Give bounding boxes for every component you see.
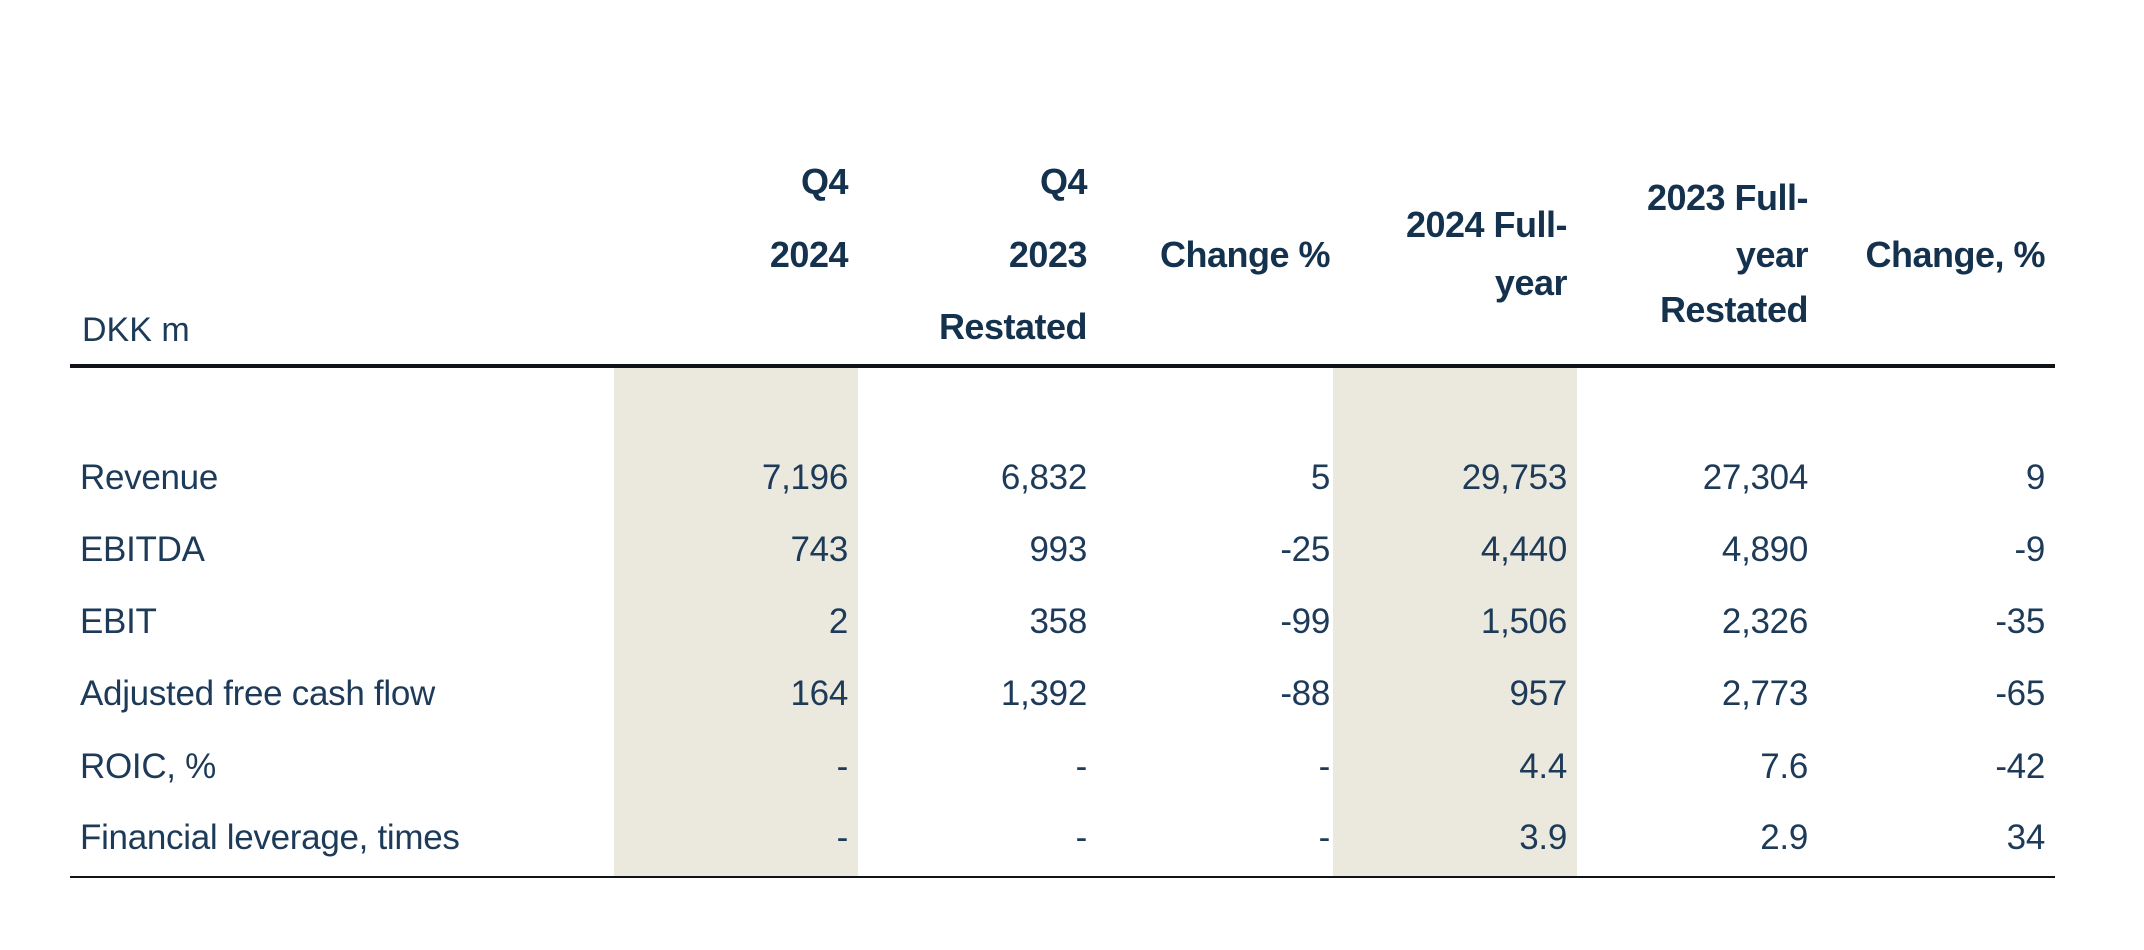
cell-value: 4.4 — [1519, 747, 1567, 786]
header-q4-2024-line1: Q4 — [800, 161, 849, 202]
cell-value: - — [1075, 747, 1088, 786]
highlight-stripe-full-year-2024 — [1333, 368, 1577, 876]
header-change-pct-quarter: Change % — [1159, 234, 1331, 275]
unit-label: DKK m — [82, 311, 190, 349]
header-fy-2023-line3: Restated — [1659, 289, 1809, 330]
row-label: Financial leverage, times — [80, 818, 460, 857]
cell-value: 2,773 — [1721, 674, 1808, 713]
cell-value: 34 — [2006, 818, 2046, 857]
cell-value: - — [836, 747, 849, 786]
cell-value: - — [1318, 747, 1331, 786]
cell-value: 4,890 — [1721, 530, 1808, 569]
cell-value: 27,304 — [1702, 458, 1809, 497]
cell-value: -65 — [1995, 674, 2045, 713]
bottom-rule — [70, 876, 2055, 878]
row-label: Revenue — [80, 458, 219, 497]
cell-value: -9 — [2014, 530, 2045, 569]
cell-value: -35 — [1995, 602, 2045, 641]
cell-value: 957 — [1509, 674, 1568, 713]
row-label: ROIC, % — [80, 747, 216, 786]
header-change-pct-full-year: Change, % — [1865, 234, 2045, 275]
cell-value: -25 — [1280, 530, 1330, 569]
cell-value: 29,753 — [1461, 458, 1568, 497]
cell-value: 1,392 — [1000, 674, 1087, 713]
cell-value: 5 — [1310, 458, 1330, 497]
header-q4-2023-line3: Restated — [938, 306, 1088, 347]
header-fy-2023-line1: 2023 Full- — [1646, 177, 1809, 218]
cell-value: 993 — [1029, 530, 1088, 569]
cell-value: -99 — [1280, 602, 1330, 641]
cell-value: 2 — [828, 602, 848, 641]
cell-value: - — [1318, 818, 1331, 857]
cell-value: 9 — [2025, 458, 2045, 497]
header-q4-2023-line2: 2023 — [1008, 234, 1088, 275]
cell-value: 164 — [790, 674, 849, 713]
cell-value: 6,832 — [1000, 458, 1087, 497]
cell-value: 7.6 — [1760, 747, 1808, 786]
cell-value: -88 — [1280, 674, 1330, 713]
cell-value: 2,326 — [1721, 602, 1808, 641]
row-label: Adjusted free cash flow — [80, 674, 435, 713]
header-q4-2023-line1: Q4 — [1039, 161, 1088, 202]
cell-value: 4,440 — [1480, 530, 1567, 569]
cell-value: 1,506 — [1480, 602, 1567, 641]
cell-value: 2.9 — [1760, 818, 1808, 857]
header-fy-2024-line2: year — [1494, 262, 1568, 303]
header-fy-2023-line2: year — [1735, 234, 1809, 275]
cell-value: -42 — [1995, 747, 2045, 786]
highlight-stripe-q4-2024 — [614, 368, 858, 876]
header-fy-2024-line1: 2024 Full- — [1405, 204, 1568, 245]
cell-value: - — [1075, 818, 1088, 857]
cell-value: 358 — [1029, 602, 1088, 641]
cell-value: 3.9 — [1519, 818, 1567, 857]
cell-value: 743 — [790, 530, 849, 569]
row-label: EBITDA — [80, 530, 205, 569]
header-q4-2024-line2: 2024 — [769, 234, 849, 275]
cell-value: 7,196 — [761, 458, 848, 497]
row-label: EBIT — [80, 602, 157, 641]
cell-value: - — [836, 818, 849, 857]
header-rule — [70, 364, 2055, 368]
